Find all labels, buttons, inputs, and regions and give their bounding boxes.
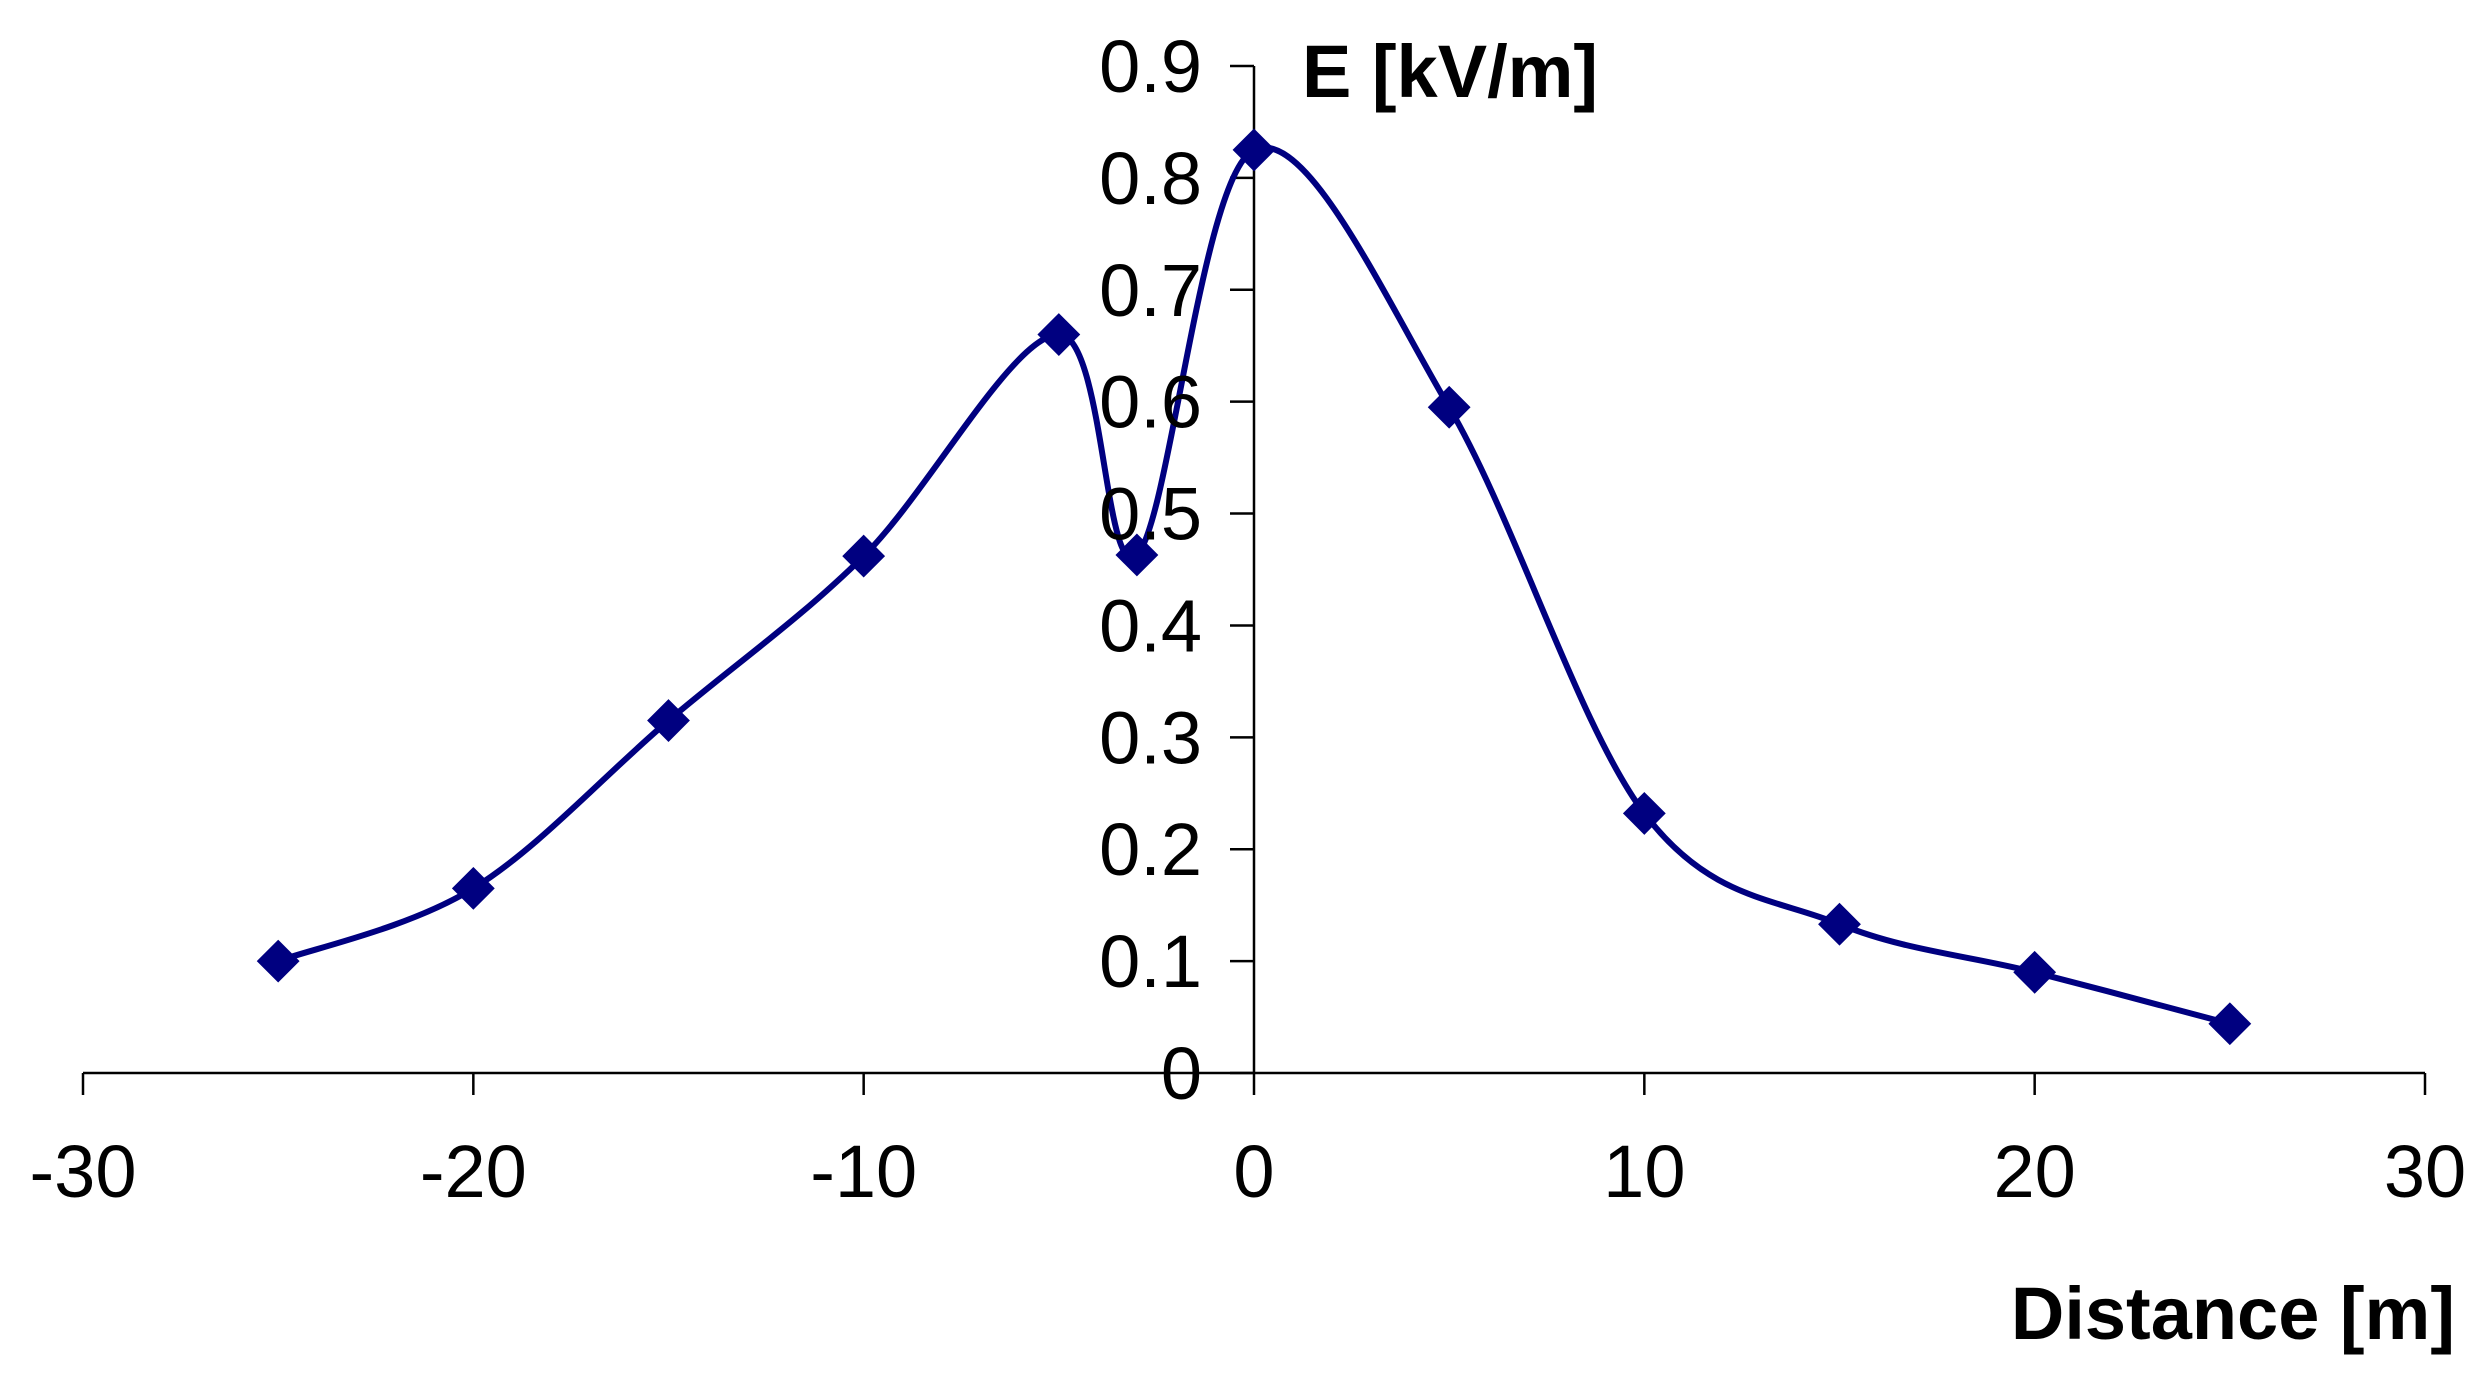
x-tick-label: -30 (30, 1130, 137, 1213)
x-tick-label: 10 (1603, 1130, 1685, 1213)
data-point-marker (1622, 792, 1666, 835)
y-tick-label: 0 (1161, 1032, 1202, 1115)
data-point-marker (1115, 533, 1159, 577)
y-tick-label: 0.1 (1099, 920, 1202, 1003)
y-tick-label: 0.7 (1099, 249, 1202, 332)
y-tick-label: 0.4 (1099, 584, 1202, 667)
data-point-marker (1427, 385, 1471, 429)
x-tick-label: -10 (810, 1130, 917, 1213)
x-tick-label: 20 (1994, 1130, 2076, 1213)
x-tick-label: 30 (2384, 1130, 2466, 1213)
data-point-marker (1232, 128, 1276, 172)
y-tick-label: 0.8 (1099, 137, 1202, 220)
x-axis-title: Distance [m] (2011, 1272, 2455, 1355)
y-tick-label: 0.6 (1099, 361, 1202, 444)
data-point-marker (256, 939, 300, 983)
axes-layer (81, 64, 2427, 1095)
data-point-marker (647, 699, 690, 742)
y-tick-label: 0.9 (1099, 25, 1202, 108)
x-tick-label: 0 (1233, 1130, 1274, 1213)
x-tick-label: -20 (420, 1130, 527, 1213)
data-point-marker (2208, 1002, 2252, 1046)
y-tick-label: 0.3 (1099, 696, 1202, 779)
data-point-marker (1818, 902, 1861, 946)
data-point-marker (2013, 950, 2057, 994)
y-tick-label: 0.2 (1099, 808, 1202, 891)
marker-layer (256, 128, 2252, 1046)
data-point-marker (1037, 313, 1081, 356)
data-point-marker (451, 866, 495, 910)
labels-layer: -30 -20 -10 0 10 20 30 0 0.1 0.2 0.3 0.4 0.5 0.6 0.7 0.… (30, 25, 2467, 1213)
data-point-marker (842, 534, 886, 578)
y-tick-label: 0.5 (1099, 473, 1202, 556)
y-axis-title: E [kV/m] (1302, 30, 1598, 113)
